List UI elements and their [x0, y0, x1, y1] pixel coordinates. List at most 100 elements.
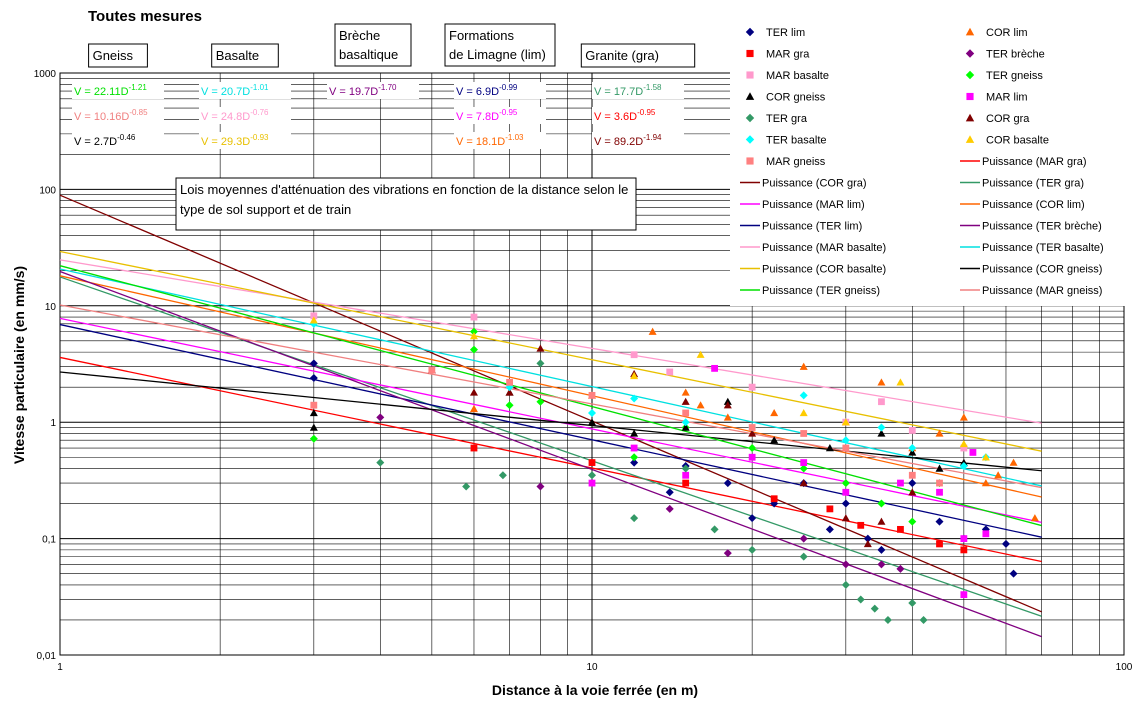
legend-label: Puissance (TER basalte) [982, 242, 1104, 254]
annotation-text: Lois moyennes d'atténuation des vibratio… [180, 182, 629, 217]
data-point [666, 368, 674, 376]
data-point [630, 351, 638, 359]
data-point [959, 462, 968, 471]
data-point [696, 350, 705, 358]
legend-label: Puissance (COR gneiss) [982, 264, 1102, 276]
data-point [969, 449, 977, 456]
equation-bg [72, 132, 164, 149]
data-point [376, 458, 385, 467]
data-point [588, 408, 596, 417]
data-point [648, 327, 657, 335]
data-point [994, 471, 1003, 479]
group-label: Granite (gra) [585, 48, 659, 63]
data-point [309, 316, 318, 324]
trendline [59, 194, 1042, 613]
data-point [965, 70, 975, 80]
data-point [469, 332, 478, 340]
data-point [505, 401, 514, 410]
data-point [588, 471, 596, 480]
data-point [965, 113, 975, 122]
data-point [696, 401, 705, 409]
legend-label: COR basalte [986, 135, 1049, 147]
data-point [665, 488, 674, 497]
data-point [799, 391, 808, 400]
data-point [536, 344, 545, 352]
data-point [748, 444, 757, 453]
data-point [908, 488, 917, 496]
data-point [536, 397, 545, 406]
data-point [745, 135, 755, 144]
data-point [1001, 539, 1010, 548]
data-point [745, 27, 755, 37]
data-point [469, 327, 478, 336]
group-label-box [444, 23, 556, 67]
legend-label: MAR gneiss [766, 156, 826, 168]
trendline [59, 317, 1042, 524]
data-point [376, 413, 385, 422]
data-point [588, 391, 596, 399]
equation-bg [72, 107, 164, 124]
equation-bg [199, 132, 291, 149]
data-point [630, 394, 639, 403]
data-point [723, 479, 732, 488]
data-point [935, 517, 944, 526]
data-point [770, 495, 778, 503]
data-point [960, 444, 968, 452]
data-point [309, 373, 318, 382]
data-point [681, 423, 690, 431]
equation-bg [72, 82, 164, 99]
data-point [745, 92, 755, 100]
legend-label: Puissance (MAR gra) [982, 156, 1087, 168]
data-point [681, 464, 690, 473]
y-axis-title: Vitesse particulaire (en mm/s) [11, 266, 27, 464]
data-point [877, 378, 886, 386]
x-tick-label: 10 [586, 662, 598, 673]
data-point [908, 479, 917, 488]
data-point [856, 595, 865, 604]
data-point [841, 514, 850, 522]
data-point [841, 436, 850, 445]
data-point [960, 591, 968, 599]
data-point [630, 514, 639, 523]
equation-bg [199, 107, 291, 124]
data-point [799, 362, 808, 370]
data-point [309, 408, 318, 417]
data-point [960, 535, 968, 542]
x-tick-label: 100 [1116, 662, 1133, 673]
data-point [748, 453, 756, 461]
y-tick-label: 0,1 [42, 535, 56, 546]
equation-bg [327, 82, 419, 99]
legend-label: MAR lim [986, 92, 1028, 104]
data-point [841, 580, 850, 589]
data-point [877, 545, 886, 554]
data-point [745, 113, 755, 123]
data-point [536, 359, 545, 368]
legend-label: TER gneiss [986, 70, 1043, 82]
data-point [469, 404, 478, 413]
y-tick-label: 1000 [34, 69, 57, 80]
data-point [935, 429, 944, 437]
data-point [588, 479, 596, 487]
legend-label: TER brèche [986, 49, 1045, 61]
group-label-box [334, 23, 412, 67]
data-point [877, 423, 886, 432]
data-point [682, 479, 690, 487]
equation-bg [454, 82, 546, 99]
data-point [960, 546, 968, 554]
data-point [935, 464, 944, 472]
data-point [936, 488, 943, 496]
data-point [498, 471, 507, 480]
legend-label: TER lim [766, 27, 805, 39]
group-label: Gneiss [93, 48, 134, 63]
data-point [470, 444, 478, 452]
data-point [682, 409, 690, 417]
data-point [877, 517, 886, 525]
legend-label: MAR gra [766, 49, 810, 61]
legend-label: Puissance (COR gra) [762, 178, 867, 190]
data-point [878, 398, 885, 406]
data-point [310, 312, 318, 320]
legend-bg [730, 24, 1132, 306]
x-axis-title: Distance à la voie ferrée (en m) [492, 682, 698, 698]
data-point [681, 418, 690, 427]
